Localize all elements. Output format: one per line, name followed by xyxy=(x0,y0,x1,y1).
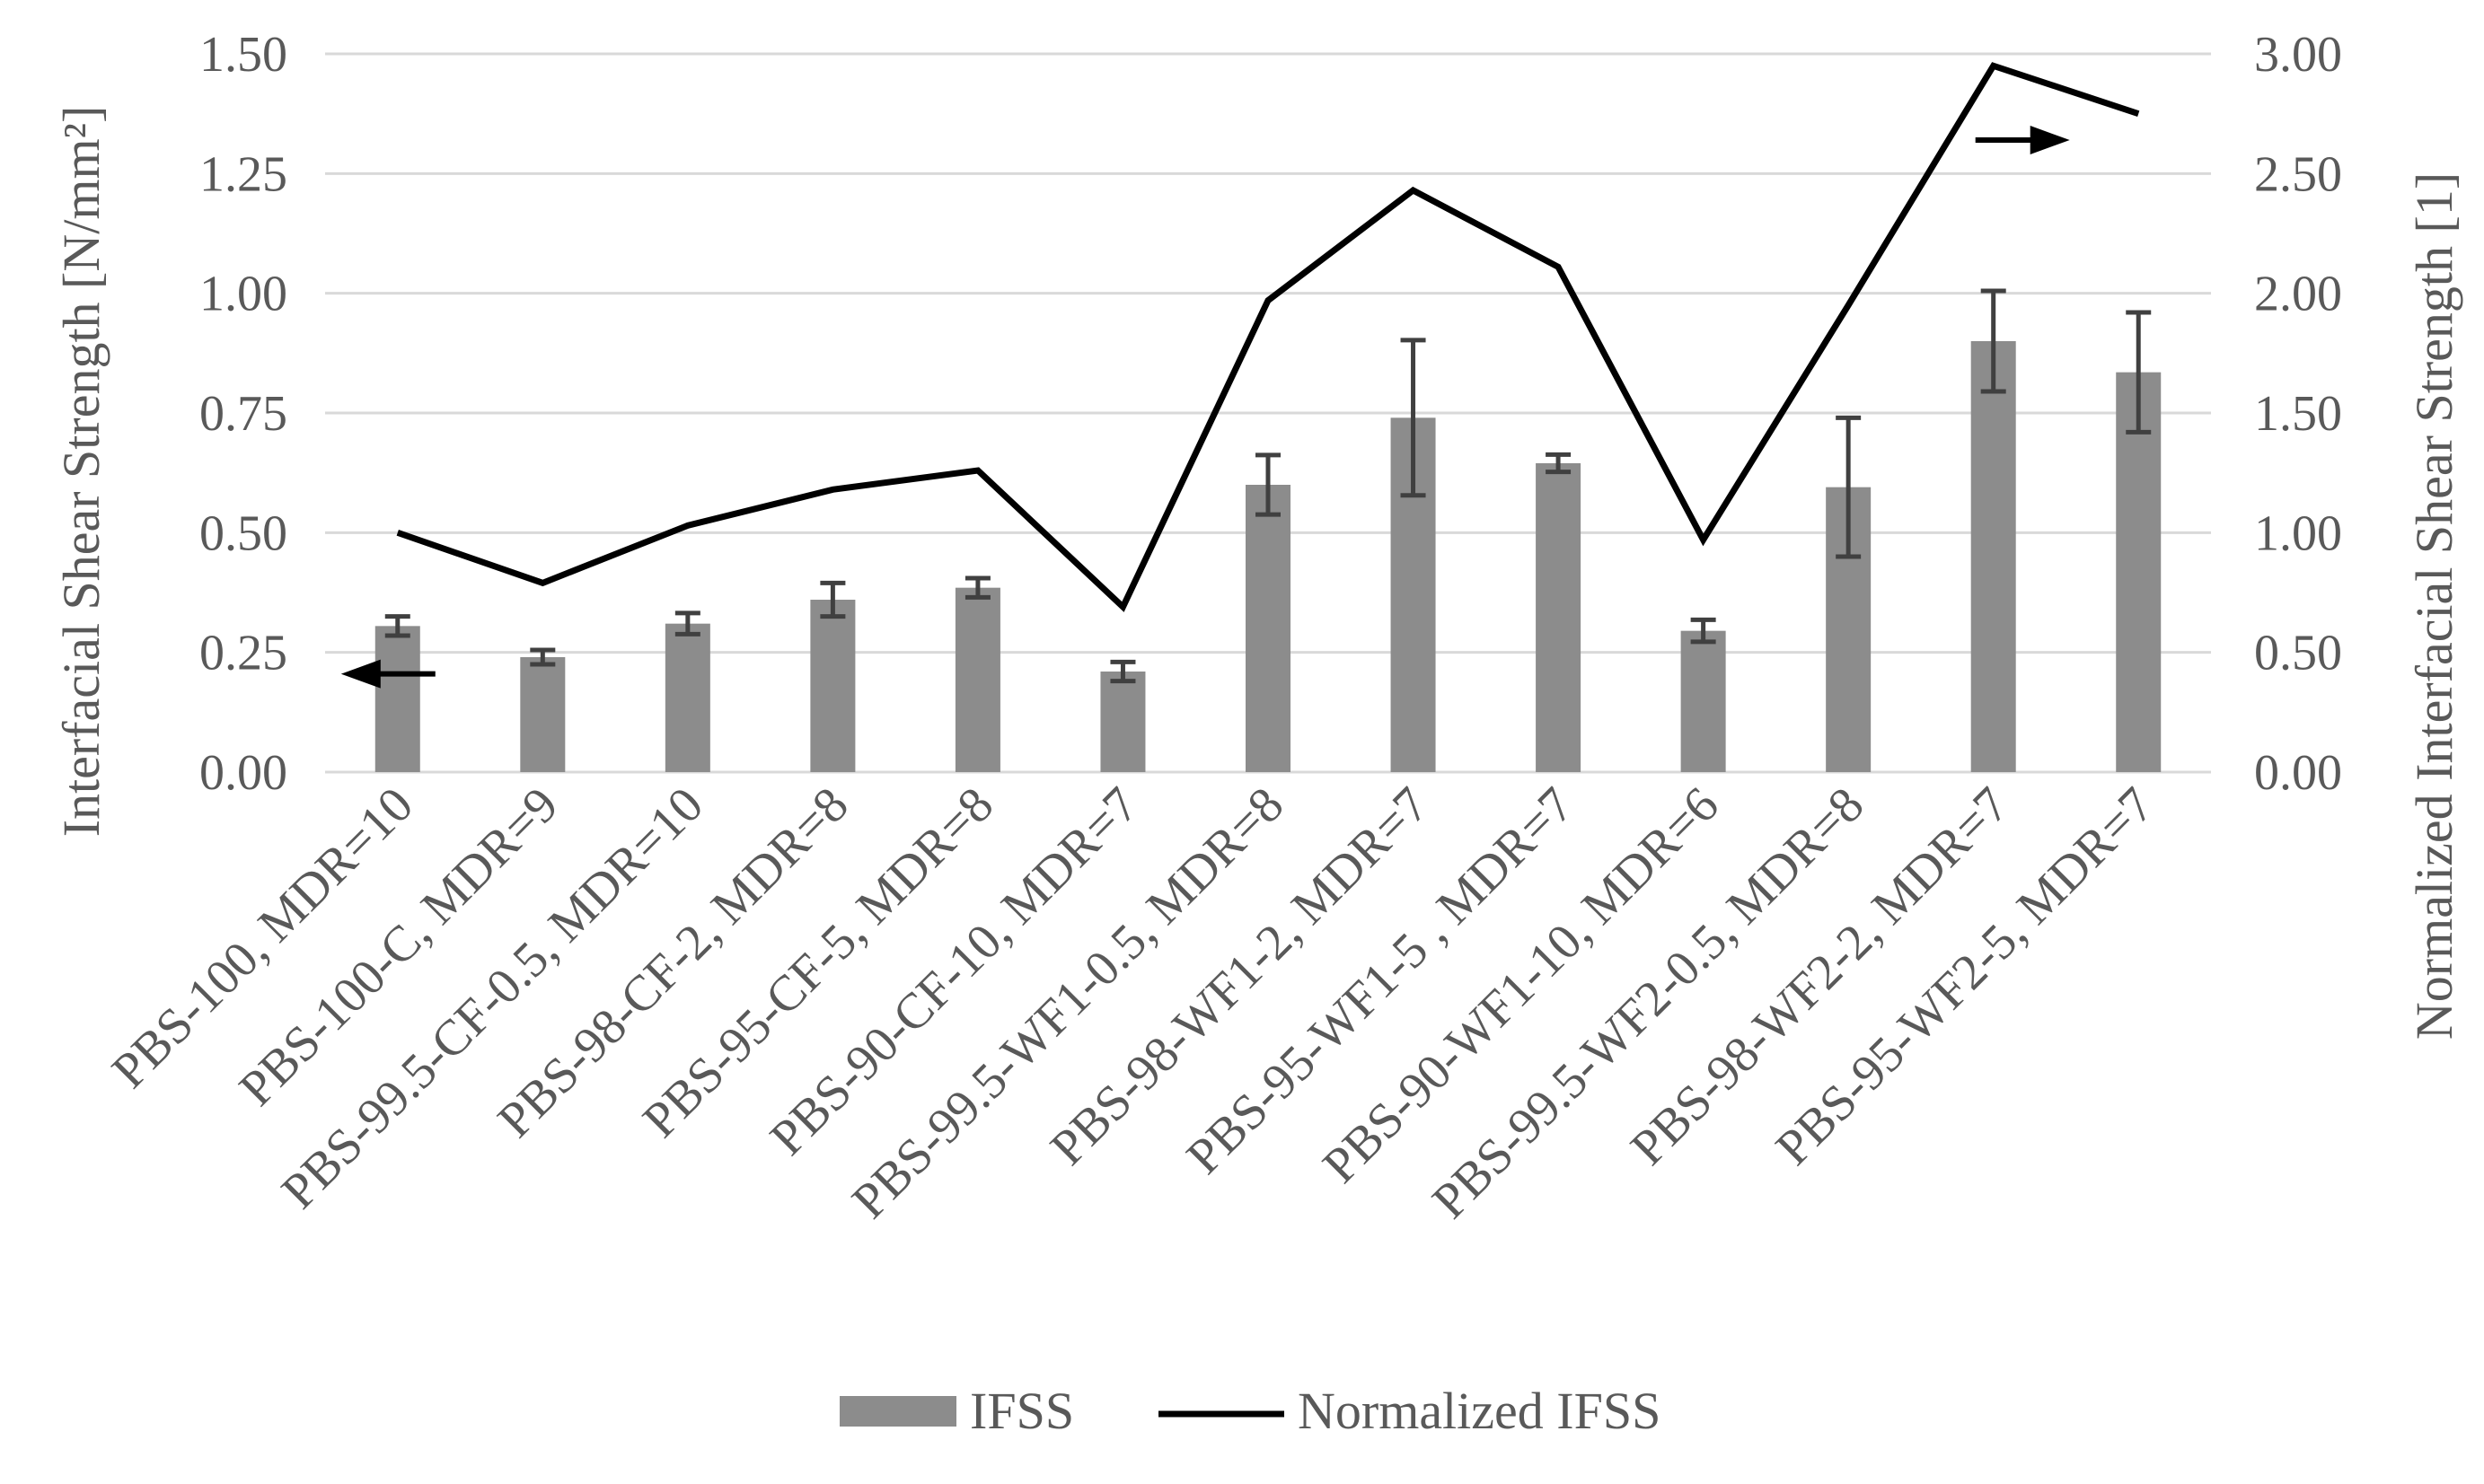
y2-tick-label: 3.00 xyxy=(2254,27,2342,83)
bar xyxy=(520,657,566,772)
bar xyxy=(374,626,420,772)
y-tick-label: 0.50 xyxy=(199,505,287,561)
legend-label-ifss: IFSS xyxy=(970,1382,1074,1440)
legend-swatch-ifss xyxy=(840,1396,956,1427)
y2-tick-label: 0.00 xyxy=(2254,745,2342,801)
bar xyxy=(1680,630,1726,772)
y-tick-label: 1.50 xyxy=(199,27,287,83)
y2-tick-label: 1.00 xyxy=(2254,505,2342,561)
bar xyxy=(955,587,1000,772)
right-axis-title: Normalized Interfacial Shear Strength [1… xyxy=(2405,172,2463,1040)
y-tick-label: 1.25 xyxy=(199,146,287,202)
y-tick-label: 1.00 xyxy=(199,267,287,322)
y2-tick-label: 0.50 xyxy=(2254,626,2342,681)
y2-tick-label: 2.00 xyxy=(2254,267,2342,322)
y2-tick-label: 1.50 xyxy=(2254,386,2342,442)
normalized-ifss-line xyxy=(396,62,2140,612)
left-arrow-icon xyxy=(340,659,381,689)
left-axis-title: Interfacial Shear Strength [N/mm²] xyxy=(52,106,110,838)
ifss-error-bars xyxy=(384,288,2152,684)
y-tick-label: 0.00 xyxy=(199,745,287,801)
bar xyxy=(1536,463,1581,772)
right-arrow-icon xyxy=(2030,126,2070,154)
ifss-bars xyxy=(374,341,2162,772)
y2-tick-label: 2.50 xyxy=(2254,146,2342,202)
bar xyxy=(665,623,710,772)
axis-indicator-arrows xyxy=(340,126,2070,689)
y-tick-label: 0.25 xyxy=(199,626,287,681)
bar xyxy=(810,600,856,772)
y-tick-label: 0.75 xyxy=(199,386,287,442)
right-axis-ticks: 0.00 0.50 1.00 1.50 2.00 2.50 3.00 xyxy=(2254,27,2342,801)
legend: IFSS Normalized IFSS xyxy=(840,1382,1660,1440)
bar xyxy=(2116,372,2162,772)
left-axis-ticks: 0.00 0.25 0.50 0.75 1.00 1.25 1.50 xyxy=(199,27,287,801)
bar xyxy=(1246,485,1290,772)
legend-label-normalized-ifss: Normalized IFSS xyxy=(1298,1382,1660,1440)
bar xyxy=(1100,672,1146,772)
bar xyxy=(1970,341,2016,772)
